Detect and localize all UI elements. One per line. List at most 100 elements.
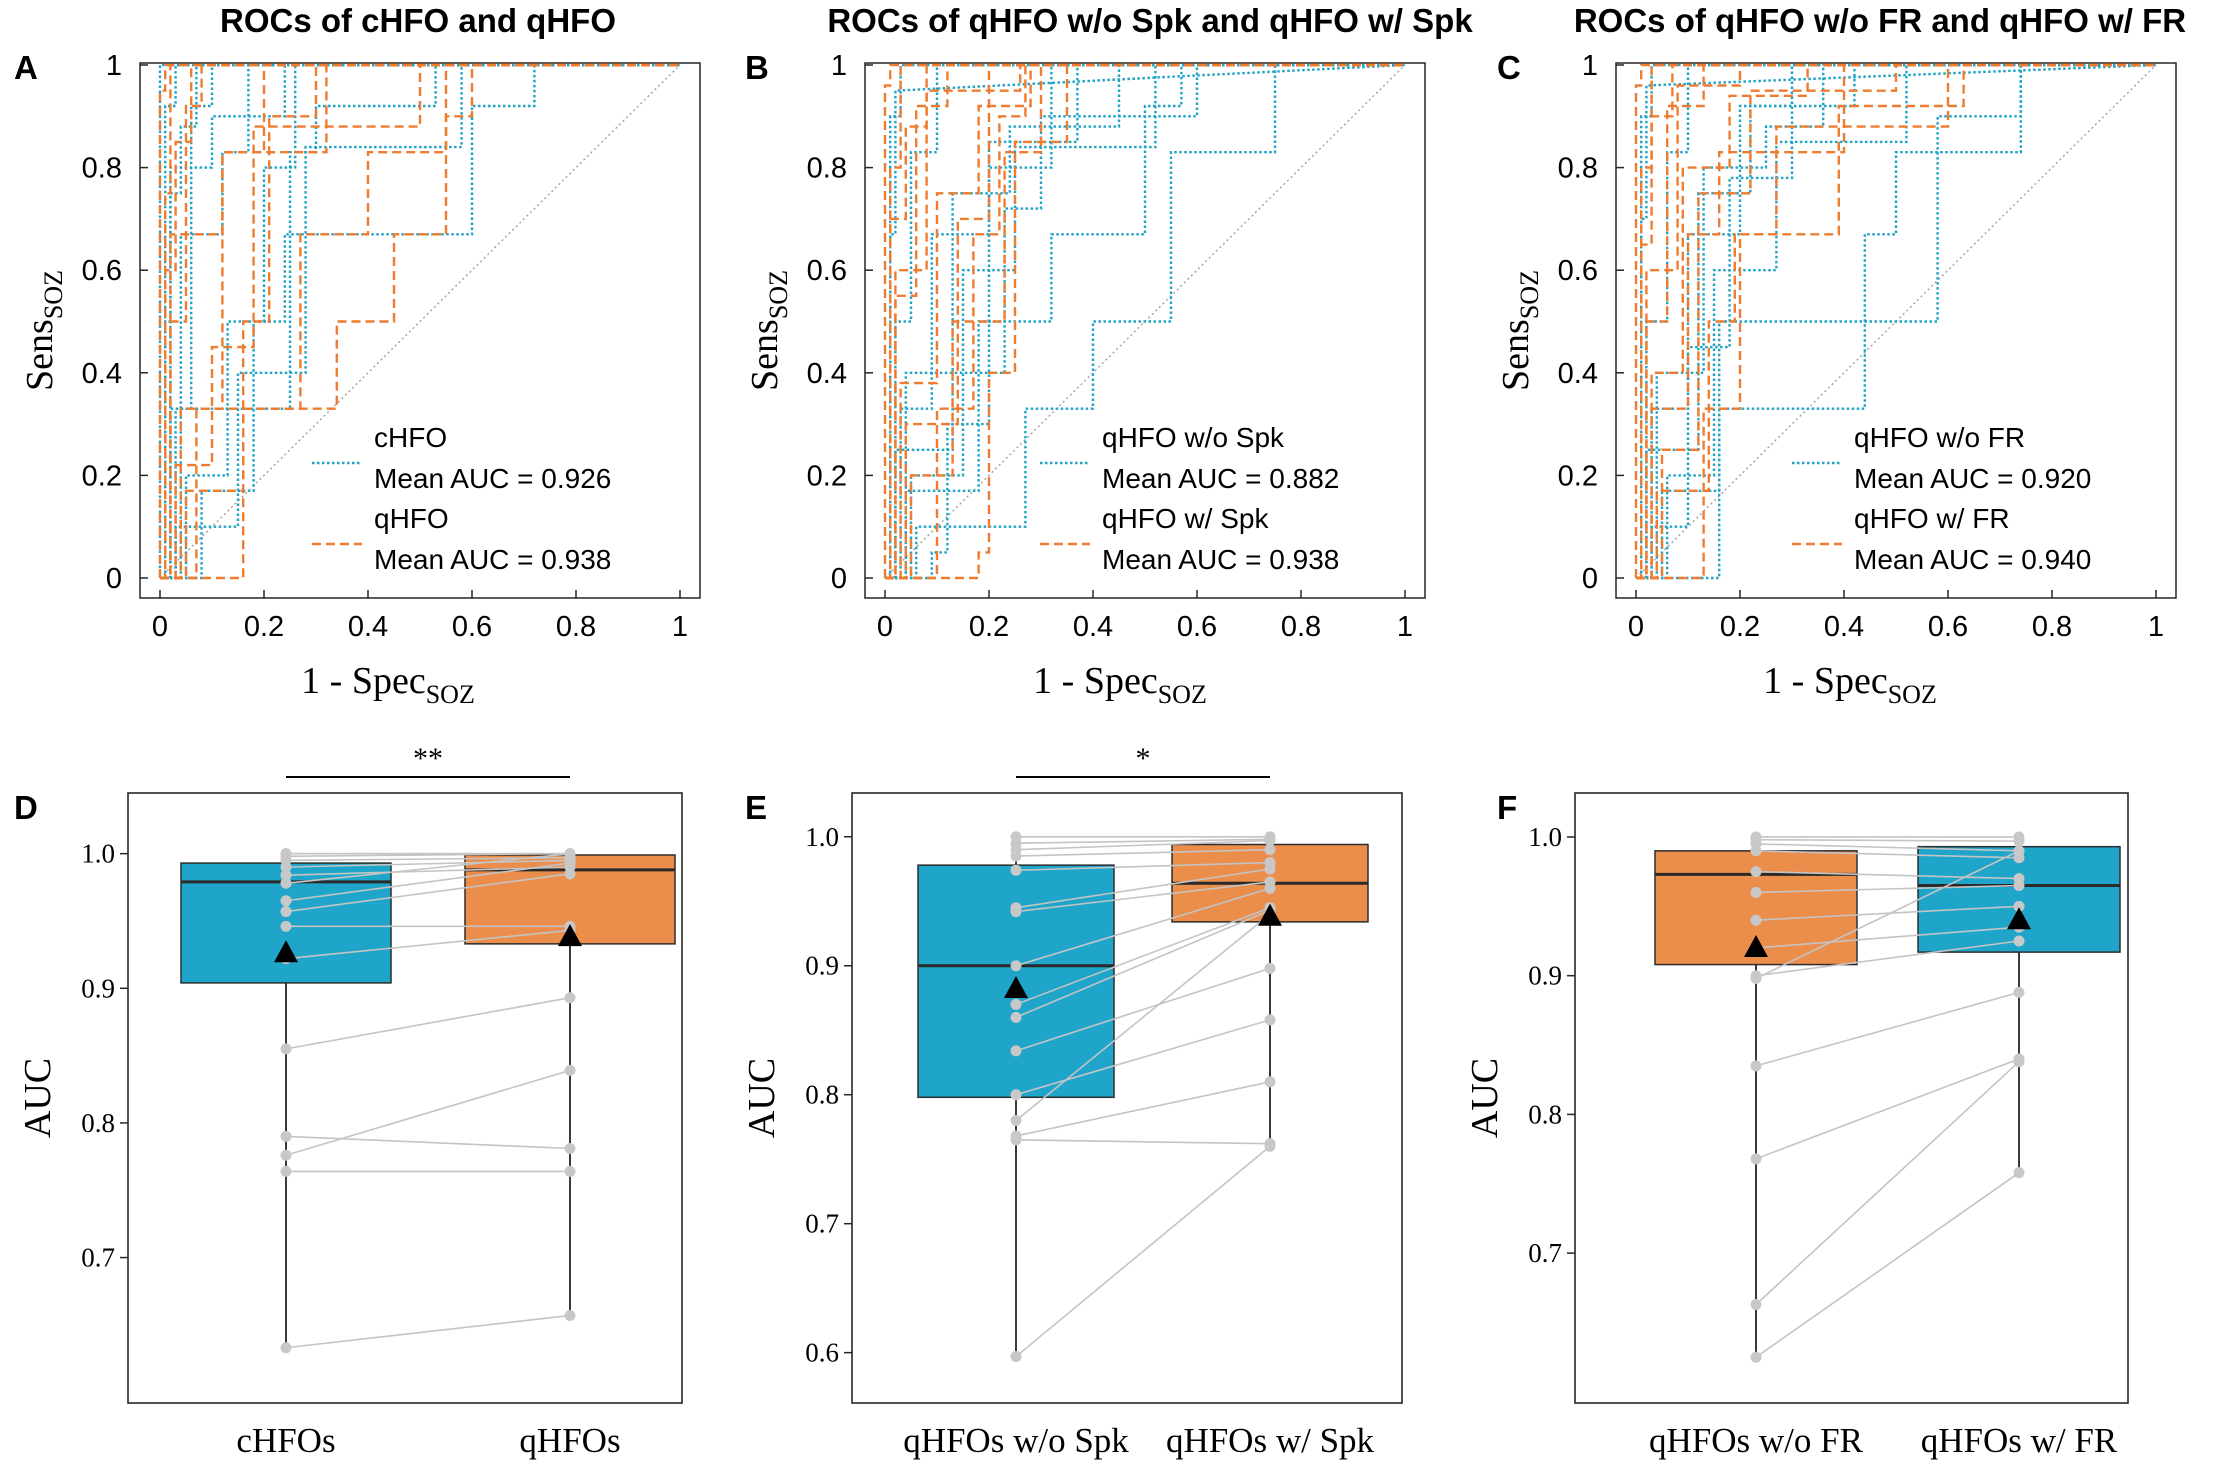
pair-line (1755, 850, 2020, 859)
x-category-label: qHFOs w/o Spk (903, 1421, 1129, 1460)
y-axis-label: AUC (1464, 1058, 1506, 1138)
panel-title: ROCs of cHFO and qHFO (220, 2, 616, 39)
data-point (564, 1165, 576, 1177)
y-tick-label: 1 (106, 50, 122, 82)
y-tick-label: 0.7 (805, 1209, 839, 1239)
y-tick-label: 0.4 (82, 358, 122, 390)
pair-line (1015, 848, 1271, 857)
roc-curve (885, 63, 1405, 580)
roc-curve (1636, 63, 2156, 580)
data-point (1264, 882, 1276, 894)
roc-panels: ROCs of cHFO and qHFO A 0 0.2 0.4 0.6 0.8 1 0 0.2… (14, 2, 2186, 709)
pair-line (1755, 940, 2020, 977)
roc-curve (1636, 63, 2156, 580)
roc-curve (160, 63, 680, 580)
data-point (280, 1342, 292, 1354)
roc-curve (885, 63, 1405, 580)
data-point (564, 992, 576, 1004)
data-point (1750, 866, 1762, 878)
significance-label: * (1136, 742, 1151, 775)
y-tick-label: 1.0 (1528, 822, 1562, 852)
y-axis-label-sub: SOZ (1515, 270, 1544, 319)
data-point (1750, 972, 1762, 984)
roc-panel-c: ROCs of qHFO w/o FR and qHFO w/ FR C 0 0.2 0… (1495, 2, 2186, 709)
pair-line (1755, 1058, 2020, 1160)
roc-curve (885, 63, 1405, 580)
x-axis-label-sub: SOZ (1888, 680, 1937, 709)
pair-line (1015, 909, 1271, 1019)
roc-panel-a: ROCs of cHFO and qHFO A 0 0.2 0.4 0.6 0.8 1 0 0.2… (14, 2, 701, 709)
roc-curve (885, 63, 1405, 580)
y-axis-label: SensSOZ (1495, 270, 1544, 391)
data-point (1010, 1115, 1022, 1127)
pair-line (1015, 887, 1271, 967)
pair-line (1015, 967, 1271, 1052)
pair-line (1755, 905, 2020, 922)
pair-line (285, 852, 571, 885)
y-axis-label: SensSOZ (19, 270, 68, 391)
pair-line (285, 873, 571, 913)
panel-letter: B (745, 49, 769, 86)
y-tick-label: 1 (1582, 50, 1598, 82)
y-tick-label: 0 (831, 563, 847, 595)
x-tick-label: 0 (1628, 611, 1644, 643)
pair-line (1755, 870, 2020, 880)
roc-curve (160, 63, 680, 580)
data-point (564, 1143, 576, 1155)
data-point (2013, 835, 2025, 847)
y-tick-label: 0.6 (1558, 255, 1598, 287)
roc-curve (1636, 63, 2156, 580)
legend-mean-auc: Mean AUC = 0.938 (1102, 544, 1339, 575)
pair-line (285, 996, 571, 1050)
mean-marker (1258, 903, 1282, 926)
x-tick-label: 1 (1397, 611, 1413, 643)
legend-label: cHFO (374, 422, 447, 453)
y-axis-label-sub: SOZ (764, 270, 793, 319)
data-point (1264, 863, 1276, 875)
y-tick-label: 0 (106, 563, 122, 595)
data-point (1750, 886, 1762, 898)
roc-curve (160, 63, 680, 580)
pair-line (1015, 1081, 1271, 1137)
roc-curve (1636, 63, 2156, 580)
y-axis-label: SensSOZ (744, 270, 793, 391)
data-point (2013, 845, 2025, 857)
y-tick-label: 0.8 (81, 1108, 115, 1138)
pair-line (1755, 843, 2020, 852)
data-point (1010, 1011, 1022, 1023)
data-point (280, 1130, 292, 1142)
data-point (1010, 998, 1022, 1010)
data-point (1750, 1351, 1762, 1363)
y-tick-label: 0.6 (805, 1338, 839, 1368)
data-point (1264, 1076, 1276, 1088)
data-point (2013, 1056, 2025, 1068)
data-point (1750, 1153, 1762, 1165)
pair-line (1755, 991, 2020, 1067)
data-point (2013, 880, 2025, 892)
box-panel-d: D 0.7 0.8 0.9 1.0 cHFOs qHFOs AUC ** (14, 742, 683, 1460)
x-category-label: cHFOs (236, 1421, 335, 1460)
y-tick-label: 0.8 (1528, 1099, 1562, 1129)
x-axis-label: 1 - SpecSOZ (301, 660, 475, 709)
panel-letter: A (14, 49, 38, 86)
x-tick-label: 0.2 (969, 611, 1009, 643)
x-category-label: qHFOs (519, 1421, 620, 1460)
data-point (1750, 914, 1762, 926)
data-point (280, 895, 292, 907)
roc-curve (1636, 63, 2156, 580)
roc-curve (885, 63, 1405, 580)
mean-marker (274, 940, 298, 963)
x-tick-label: 0.4 (1073, 611, 1113, 643)
pair-line (285, 1069, 571, 1157)
roc-curve (1636, 63, 2156, 580)
roc-curve (1636, 63, 2156, 580)
data-point (564, 1064, 576, 1076)
data-point (280, 877, 292, 889)
pair-line (285, 852, 571, 858)
roc-curve (1636, 63, 2156, 580)
roc-curve (160, 63, 680, 580)
data-point (1264, 1014, 1276, 1026)
y-tick-label: 0.2 (807, 460, 847, 492)
legend: qHFO w/o Spk Mean AUC = 0.882 qHFO w/ Spk M… (1040, 422, 1339, 575)
y-tick-label: 0.4 (807, 358, 847, 390)
